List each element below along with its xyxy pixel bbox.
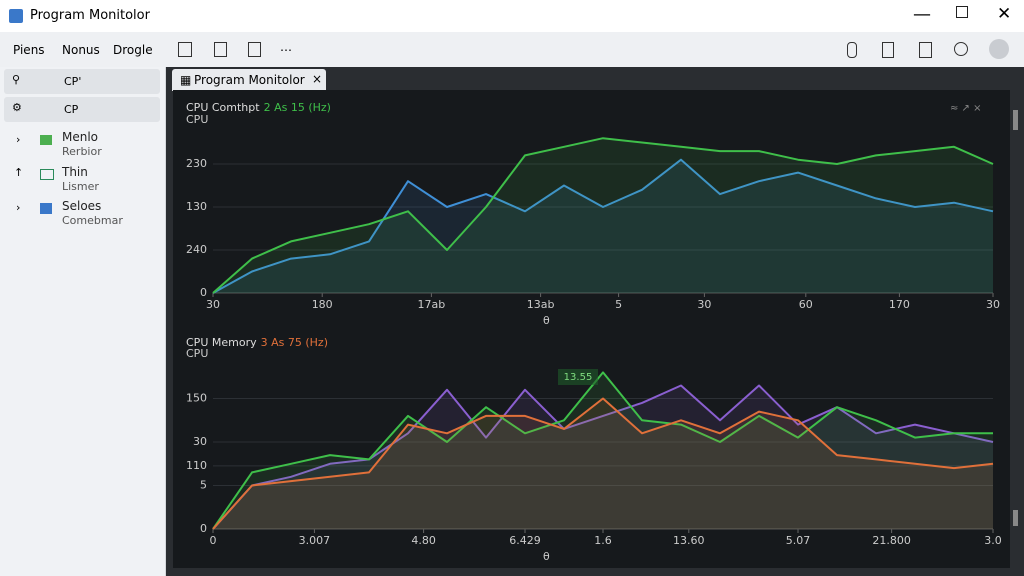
maximize[interactable] [956, 6, 968, 18]
scrollbar [1013, 510, 1018, 526]
series-area [213, 138, 993, 293]
menu-item[interactable]: Piens [13, 43, 45, 57]
y-axis-label: CPU [186, 113, 208, 126]
series-area [213, 372, 993, 529]
y-tick-label: 150 [186, 392, 207, 405]
close[interactable]: ✕ [997, 4, 1012, 24]
chart-title: CPU Memory 3 As 75 (Hz) [186, 336, 328, 349]
x-tick-label: 30 [697, 298, 711, 311]
y-tick-label: 0 [200, 522, 207, 535]
tree-sub: Lismer [62, 180, 99, 193]
menu-bar: Piens Nonus Drogle … [0, 32, 1024, 67]
tree-icon [40, 135, 52, 145]
y-axis-label: CPU [186, 347, 208, 360]
x-tick-label: 3.007 [299, 534, 331, 547]
series-line [212, 371, 993, 530]
x-tick-label: 5 [615, 298, 622, 311]
chart-title: CPU Comthpt 2 As 15 (Hz) [186, 101, 331, 114]
export-icon[interactable] [248, 42, 261, 57]
sidebar-item[interactable]: ⚙ CP [4, 97, 160, 122]
tree-sub: Rerbior [62, 145, 102, 158]
tab-label: Program Monitolor [194, 73, 305, 87]
x-tick-label: 21.800 [872, 534, 911, 547]
scrollbar [1013, 110, 1018, 130]
menu-item[interactable]: Drogle [113, 43, 153, 57]
y-tick-label: 110 [186, 459, 207, 472]
tree-label[interactable]: Seloes [62, 199, 102, 213]
sidebar: ⚲ CP' ⚙ CP › Menlo Rerbior ↑ Thin Lismer ›… [0, 67, 166, 576]
chart-panel [173, 90, 1010, 568]
app-icon [9, 9, 23, 23]
avatar[interactable] [989, 39, 1009, 59]
tool-icon[interactable] [919, 42, 932, 58]
x-tick-label: 3.0 [984, 534, 1002, 547]
x-tick-label: 13.60 [673, 534, 705, 547]
x-tick-label: 4.80 [411, 534, 436, 547]
series-line [212, 397, 994, 530]
series-area [213, 398, 993, 529]
x-axis-label: θ [543, 550, 550, 563]
x-tick-label: 13ab [527, 298, 555, 311]
x-tick-label: 5.07 [786, 534, 811, 547]
minimize[interactable]: — [913, 4, 931, 25]
series-line [212, 384, 994, 530]
tree-icon [40, 169, 54, 180]
annotation-box [558, 369, 598, 385]
chart-title-main: CPU Comthpt [186, 101, 260, 114]
tree-label[interactable]: Thin [62, 165, 88, 179]
annotation: 13.55 [564, 372, 593, 383]
tool-icon[interactable] [954, 42, 968, 56]
y-tick-label: 230 [186, 157, 207, 170]
x-tick-label: 6.429 [509, 534, 541, 547]
x-axis-label: θ [543, 314, 550, 327]
x-tick-label: 1.6 [594, 534, 612, 547]
chevron[interactable]: ↑ [14, 166, 24, 179]
chart-subtitle: 3 As 75 (Hz) [261, 336, 328, 349]
y-tick-label: 30 [193, 435, 207, 448]
x-tick-label: 30 [986, 298, 1000, 311]
x-tick-label: 0 [210, 534, 217, 547]
tool-icon[interactable] [847, 42, 857, 58]
tab-close[interactable]: × [312, 72, 323, 86]
x-tick-label: 30 [206, 298, 220, 311]
y-tick-label: 5 [200, 479, 207, 492]
menu-item[interactable]: Nonus [62, 43, 100, 57]
x-tick-label: 17ab [418, 298, 446, 311]
tree-icon [40, 203, 52, 214]
save-icon[interactable] [178, 42, 192, 57]
tree-label[interactable]: Menlo [62, 130, 99, 144]
chart-title-main: CPU Memory [186, 336, 257, 349]
more-icon[interactable]: … [280, 40, 292, 54]
sidebar-item[interactable]: ⚲ CP' [4, 69, 160, 94]
doc-icon[interactable] [214, 42, 227, 57]
tool-icon[interactable] [882, 42, 894, 58]
x-tick-label: 60 [799, 298, 813, 311]
chevron[interactable]: › [16, 133, 21, 146]
sidebar-label: CP' [64, 75, 82, 88]
tree-sub: Comebmar [62, 214, 123, 227]
y-tick-label: 130 [186, 200, 207, 213]
chart-subtitle: 2 As 15 (Hz) [264, 101, 331, 114]
x-tick-label: 180 [312, 298, 333, 311]
y-tick-label: 0 [200, 286, 207, 299]
tab[interactable]: ▦ Program Monitolor × [172, 69, 326, 91]
series-area [213, 385, 993, 529]
chevron[interactable]: › [16, 201, 21, 214]
panel-icon[interactable]: ≈ ↗ × [950, 103, 982, 114]
y-tick-label: 240 [186, 243, 207, 256]
window-title: Program Monitolor [30, 8, 150, 23]
series-area [213, 159, 993, 293]
series-line [212, 158, 994, 294]
title-bar: Program Monitolor — ✕ [0, 0, 1024, 32]
sidebar-label: CP [64, 103, 79, 116]
series-line [212, 137, 994, 294]
x-tick-label: 170 [889, 298, 910, 311]
